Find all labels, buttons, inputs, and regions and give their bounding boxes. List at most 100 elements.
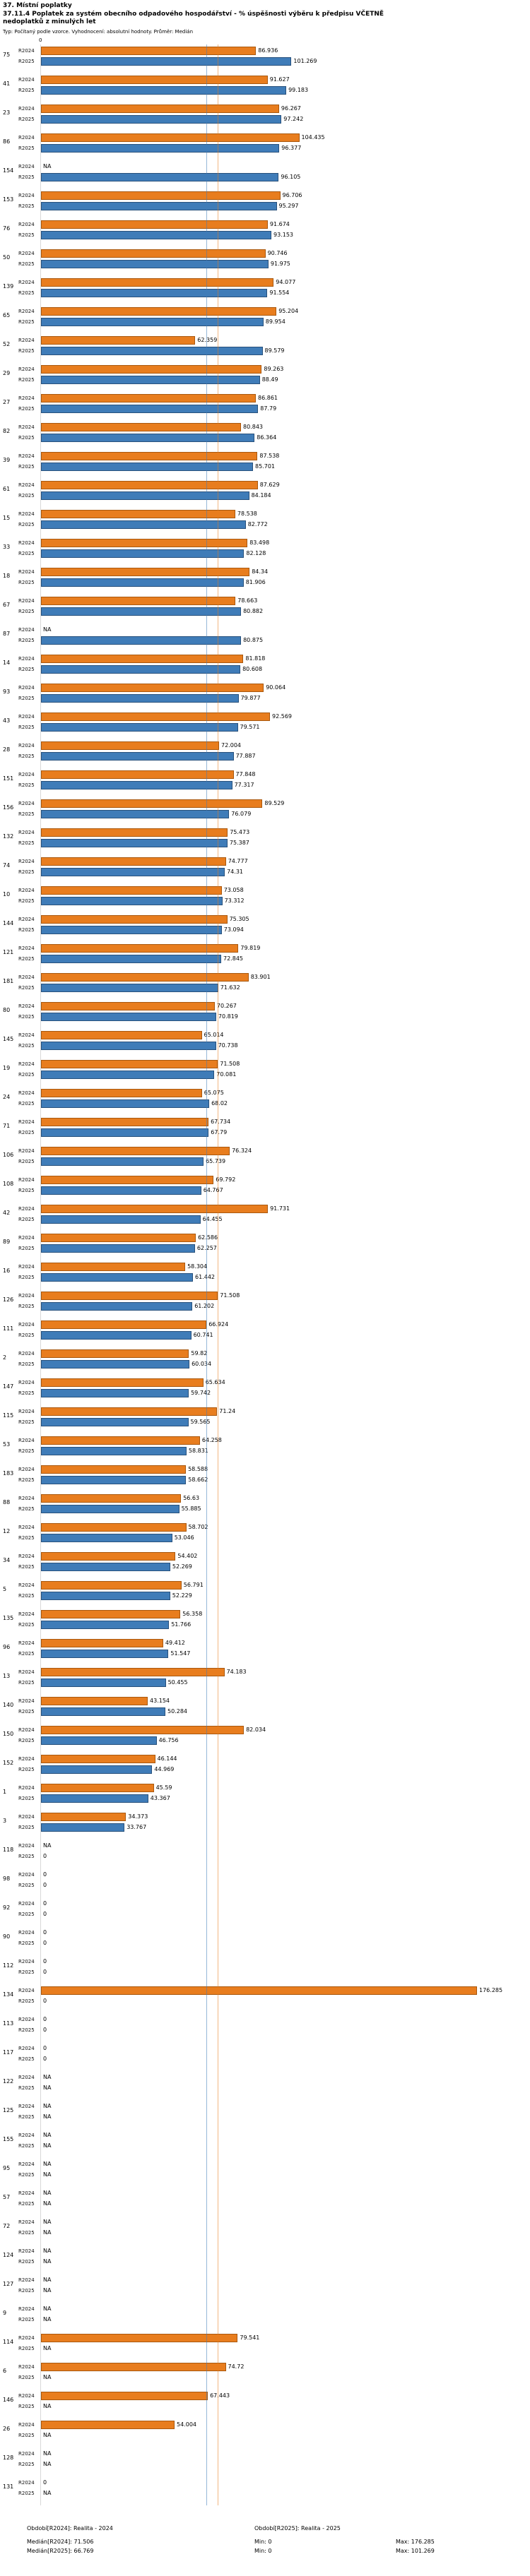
bar-r2024[interactable] <box>41 220 268 229</box>
bar-r2024[interactable] <box>41 1465 187 1474</box>
bar-r2025[interactable] <box>41 780 232 789</box>
bar-r2024[interactable] <box>41 596 236 605</box>
bar-r2024[interactable] <box>41 1146 230 1155</box>
bar-r2024[interactable] <box>41 1088 202 1097</box>
bar-r2025[interactable] <box>41 1041 216 1050</box>
bar-r2024[interactable] <box>41 451 258 460</box>
bar-r2025[interactable] <box>41 288 268 297</box>
bar-r2025[interactable] <box>41 404 259 413</box>
bar-r2025[interactable] <box>41 838 228 847</box>
bar-r2025[interactable] <box>41 1157 204 1166</box>
bar-r2025[interactable] <box>41 462 253 471</box>
bar-r2024[interactable] <box>41 538 248 547</box>
bar-r2024[interactable] <box>41 1522 187 1532</box>
bar-r2025[interactable] <box>41 143 280 153</box>
bar-r2025[interactable] <box>41 1128 209 1137</box>
bar-r2025[interactable] <box>41 1794 148 1803</box>
bar-r2024[interactable] <box>41 1493 182 1503</box>
bar-r2025[interactable] <box>41 1649 169 1658</box>
bar-r2024[interactable] <box>41 2362 226 2371</box>
bar-r2024[interactable] <box>41 2333 238 2342</box>
bar-r2025[interactable] <box>41 1562 170 1571</box>
bar-r2025[interactable] <box>41 433 255 442</box>
bar-r2024[interactable] <box>41 567 250 576</box>
bar-r2024[interactable] <box>41 75 268 84</box>
bar-r2025[interactable] <box>41 1823 125 1832</box>
bar-r2025[interactable] <box>41 578 244 587</box>
bar-r2024[interactable] <box>41 1609 181 1618</box>
bar-r2024[interactable] <box>41 249 266 258</box>
bar-r2024[interactable] <box>41 1378 204 1387</box>
bar-r2025[interactable] <box>41 1678 166 1687</box>
bar-r2025[interactable] <box>41 230 271 239</box>
bar-r2025[interactable] <box>41 56 292 66</box>
bar-r2025[interactable] <box>41 1070 215 1079</box>
bar-r2025[interactable] <box>41 1215 201 1224</box>
bar-r2025[interactable] <box>41 693 239 703</box>
bar-r2024[interactable] <box>41 1407 218 1416</box>
bar-r2024[interactable] <box>41 335 196 345</box>
bar-r2024[interactable] <box>41 1291 218 1300</box>
bar-r2025[interactable] <box>41 1620 170 1629</box>
bar-r2025[interactable] <box>41 1301 193 1311</box>
bar-r2025[interactable] <box>41 636 242 645</box>
bar-r2024[interactable] <box>41 364 262 374</box>
bar-r2025[interactable] <box>41 1099 210 1108</box>
bar-r2025[interactable] <box>41 809 230 818</box>
bar-r2025[interactable] <box>41 1446 187 1455</box>
bar-r2024[interactable] <box>41 306 277 316</box>
bar-r2025[interactable] <box>41 375 260 384</box>
bar-r2025[interactable] <box>41 983 218 992</box>
bar-r2024[interactable] <box>41 1754 155 1763</box>
bar-r2025[interactable] <box>41 114 282 124</box>
bar-r2024[interactable] <box>41 828 228 837</box>
bar-r2024[interactable] <box>41 133 300 142</box>
bar-r2024[interactable] <box>41 1551 176 1561</box>
bar-r2025[interactable] <box>41 1504 179 1513</box>
bar-r2025[interactable] <box>41 1244 195 1253</box>
bar-r2025[interactable] <box>41 1330 192 1340</box>
bar-r2025[interactable] <box>41 549 245 558</box>
bar-r2024[interactable] <box>41 914 228 924</box>
bar-r2024[interactable] <box>41 1783 154 1792</box>
bar-r2024[interactable] <box>41 278 274 287</box>
bar-r2025[interactable] <box>41 172 279 181</box>
bar-r2024[interactable] <box>41 1233 196 1242</box>
bar-r2025[interactable] <box>41 1388 189 1397</box>
bar-r2024[interactable] <box>41 509 235 518</box>
bar-r2024[interactable] <box>41 2420 175 2429</box>
bar-r2024[interactable] <box>41 1030 202 1039</box>
bar-r2025[interactable] <box>41 201 277 210</box>
bar-r2024[interactable] <box>41 1696 148 1705</box>
bar-r2024[interactable] <box>41 1436 200 1445</box>
bar-r2025[interactable] <box>41 1765 153 1774</box>
bar-r2025[interactable] <box>41 1359 190 1368</box>
bar-r2025[interactable] <box>41 954 221 963</box>
bar-r2024[interactable] <box>41 972 249 982</box>
bar-r2025[interactable] <box>41 85 287 95</box>
bar-r2024[interactable] <box>41 480 258 489</box>
bar-r2025[interactable] <box>41 607 242 616</box>
bar-r2024[interactable] <box>41 712 270 721</box>
bar-r2024[interactable] <box>41 799 263 808</box>
bar-r2025[interactable] <box>41 1012 216 1021</box>
bar-r2024[interactable] <box>41 1262 186 1271</box>
bar-r2024[interactable] <box>41 1320 207 1329</box>
bar-r2025[interactable] <box>41 867 225 876</box>
bar-r2024[interactable] <box>41 104 279 113</box>
bar-r2025[interactable] <box>41 664 241 674</box>
bar-r2025[interactable] <box>41 1533 172 1542</box>
bar-r2025[interactable] <box>41 520 246 529</box>
bar-r2024[interactable] <box>41 1059 218 1068</box>
bar-r2024[interactable] <box>41 1812 126 1821</box>
bar-r2024[interactable] <box>41 1204 269 1213</box>
bar-r2025[interactable] <box>41 722 238 732</box>
bar-r2024[interactable] <box>41 1117 209 1126</box>
bar-r2024[interactable] <box>41 1986 477 1995</box>
bar-r2024[interactable] <box>41 1667 225 1676</box>
bar-r2024[interactable] <box>41 422 241 431</box>
bar-r2025[interactable] <box>41 751 234 761</box>
bar-r2025[interactable] <box>41 1272 193 1282</box>
bar-r2024[interactable] <box>41 683 264 692</box>
bar-r2025[interactable] <box>41 346 263 355</box>
